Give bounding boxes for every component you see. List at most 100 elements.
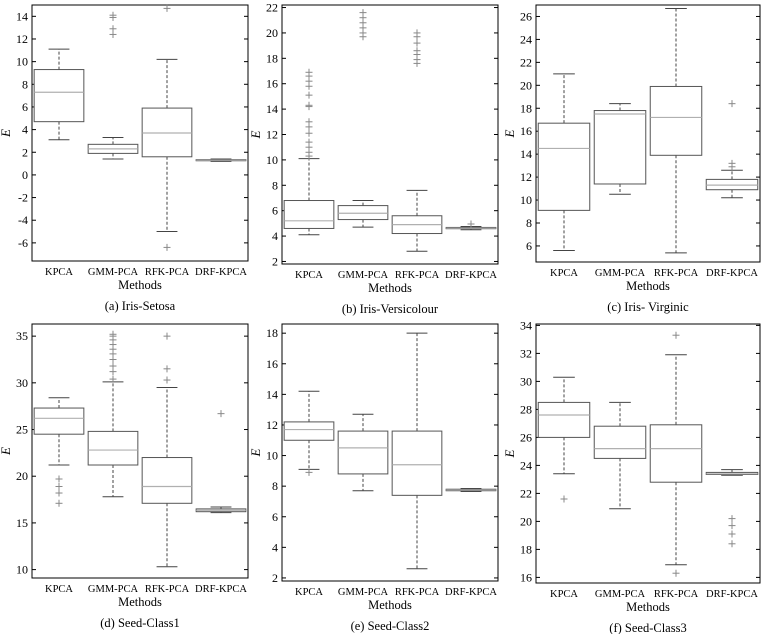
plot-frame bbox=[31, 323, 249, 579]
panel-caption: (c) Iris- Virginic bbox=[607, 300, 689, 314]
outlier-marker bbox=[305, 91, 313, 99]
y-tick-label: 30 bbox=[16, 376, 28, 390]
plot-frame bbox=[535, 4, 761, 263]
outlier-marker bbox=[728, 515, 736, 523]
outlier-marker bbox=[728, 540, 736, 548]
y-tick-label: 18 bbox=[266, 326, 278, 340]
x-tick-label: GMM-PCA bbox=[595, 268, 646, 279]
x-tick-label: RFK-PCA bbox=[654, 589, 699, 600]
x-tick-label: KPCA bbox=[550, 268, 578, 279]
outlier-marker bbox=[55, 475, 63, 483]
y-tick-label: 2 bbox=[22, 145, 28, 159]
panel-caption: (b) Iris-Versicolour bbox=[342, 302, 439, 316]
box-rfk-pca bbox=[649, 7, 703, 254]
x-tick-label: KPCA bbox=[45, 584, 73, 595]
x-tick-label: RFK-PCA bbox=[395, 587, 440, 598]
box-drf-kpca bbox=[445, 487, 497, 493]
outlier-marker bbox=[728, 100, 736, 108]
outlier-marker bbox=[163, 332, 171, 340]
outlier-marker bbox=[55, 499, 63, 507]
y-tick-label: 10 bbox=[16, 563, 28, 577]
panel-caption: (e) Seed-Class2 bbox=[351, 619, 430, 633]
panel-5: 2 4 6 8 10 12 14 16 18 E KPCA GMM-PCA RFK-PCA DRF-KPC… bbox=[248, 323, 499, 633]
y-axis-label: E bbox=[502, 129, 517, 138]
outlier-marker bbox=[467, 220, 475, 228]
x-tick-label: DRF-KPCA bbox=[445, 270, 497, 281]
y-tick-label: 22 bbox=[520, 55, 532, 69]
outlier-marker bbox=[55, 482, 63, 490]
x-axis-label: Methods bbox=[368, 281, 412, 295]
box-kpca bbox=[537, 376, 591, 503]
y-tick-label: 10 bbox=[520, 193, 532, 207]
y-tick-label: 16 bbox=[266, 77, 278, 91]
x-tick-label: DRF-KPCA bbox=[445, 587, 497, 598]
y-tick-label: 8 bbox=[526, 216, 532, 230]
box-drf-kpca bbox=[705, 100, 759, 199]
x-tick-label: KPCA bbox=[295, 587, 323, 598]
box-drf-kpca bbox=[445, 220, 497, 231]
box-gmm-pca bbox=[337, 413, 389, 492]
outlier-marker bbox=[672, 331, 680, 339]
outlier-marker bbox=[359, 9, 367, 17]
box-drf-kpca bbox=[705, 469, 759, 548]
y-axis-label: E bbox=[0, 129, 13, 138]
x-tick-label: RFK-PCA bbox=[654, 268, 699, 279]
x-tick-label: RFK-PCA bbox=[395, 270, 440, 281]
outlier-marker bbox=[305, 468, 313, 476]
y-axis-label: E bbox=[0, 447, 13, 456]
box-gmm-pca bbox=[87, 11, 139, 160]
box-drf-kpca bbox=[195, 158, 247, 162]
iqr-box bbox=[337, 205, 389, 221]
y-tick-label: 12 bbox=[16, 32, 28, 46]
x-tick-label: GMM-PCA bbox=[338, 270, 389, 281]
plot-frame bbox=[281, 323, 499, 582]
outlier-marker bbox=[163, 376, 171, 384]
y-tick-label: 28 bbox=[520, 402, 532, 416]
y-tick-label: -6 bbox=[18, 236, 28, 250]
y-tick-label: 26 bbox=[520, 9, 532, 23]
outlier-marker bbox=[55, 489, 63, 497]
y-tick-label: 14 bbox=[266, 387, 278, 401]
outlier-marker bbox=[728, 522, 736, 530]
outlier-marker bbox=[728, 159, 736, 167]
y-tick-label: 16 bbox=[520, 570, 532, 584]
y-tick-label: 10 bbox=[266, 153, 278, 167]
x-axis-label: Methods bbox=[626, 279, 670, 293]
outlier-marker bbox=[109, 330, 117, 338]
y-tick-label: 14 bbox=[266, 102, 278, 116]
y-axis-label: E bbox=[248, 130, 263, 139]
box-rfk-pca bbox=[141, 4, 193, 251]
y-tick-label: 15 bbox=[16, 516, 28, 530]
y-tick-label: 4 bbox=[272, 540, 278, 554]
x-tick-label: RFK-PCA bbox=[145, 267, 190, 278]
y-tick-label: 12 bbox=[266, 128, 278, 142]
x-tick-label: KPCA bbox=[45, 267, 73, 278]
box-rfk-pca bbox=[391, 332, 443, 570]
y-tick-label: 14 bbox=[520, 147, 532, 161]
box-rfk-pca bbox=[391, 29, 443, 252]
plot-frame bbox=[31, 4, 249, 262]
outlier-marker bbox=[109, 362, 117, 370]
y-tick-label: 22 bbox=[520, 486, 532, 500]
outlier-marker bbox=[560, 495, 568, 503]
y-tick-label: 2 bbox=[272, 254, 278, 268]
x-tick-label: DRF-KPCA bbox=[706, 589, 758, 600]
box-kpca bbox=[33, 397, 85, 507]
y-tick-label: 8 bbox=[272, 178, 278, 192]
y-tick-label: 18 bbox=[520, 101, 532, 115]
x-tick-label: GMM-PCA bbox=[88, 267, 139, 278]
x-tick-label: DRF-KPCA bbox=[195, 267, 247, 278]
outlier-marker bbox=[305, 129, 313, 137]
panel-2: 2 4 6 8 10 12 14 16 18 20 22 E KPCA GMM-PCA RFK-PCA DRF… bbox=[248, 1, 499, 316]
iqr-box bbox=[537, 401, 591, 438]
y-tick-label: 6 bbox=[526, 239, 532, 253]
iqr-box bbox=[649, 424, 703, 483]
y-tick-label: 16 bbox=[266, 357, 278, 371]
outlier-marker bbox=[217, 410, 225, 418]
iqr-box bbox=[87, 430, 139, 466]
outlier-marker bbox=[413, 39, 421, 47]
outlier-marker bbox=[305, 68, 313, 76]
x-tick-label: KPCA bbox=[550, 589, 578, 600]
y-tick-label: 18 bbox=[520, 542, 532, 556]
